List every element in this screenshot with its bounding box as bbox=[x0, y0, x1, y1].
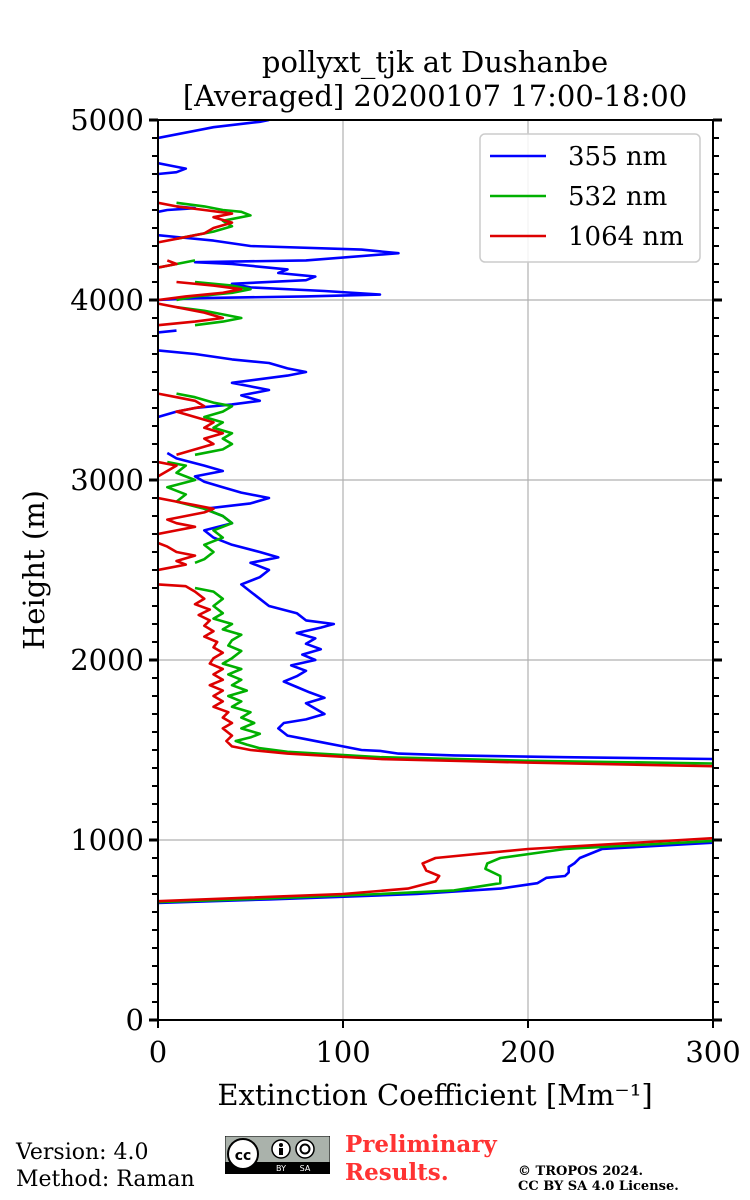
y-tick-label: 0 bbox=[126, 1003, 144, 1037]
preliminary-line-2: Results. bbox=[345, 1159, 449, 1186]
y-tick-label: 2000 bbox=[70, 643, 144, 677]
axes: 0 1000 2000 3000 4000 5000 0 100 200 300 bbox=[70, 103, 740, 1069]
series-layer bbox=[158, 120, 713, 905]
version-text: Version: 4.0 bbox=[16, 1140, 149, 1165]
legend-label: 1064 nm bbox=[568, 222, 684, 252]
copyright-text: © TROPOS 2024. CC BY SA 4.0 License. bbox=[518, 1164, 679, 1194]
sa-icon bbox=[295, 1139, 315, 1159]
y-tick-label: 1000 bbox=[70, 823, 144, 857]
preliminary-results-text: Preliminary Results. bbox=[345, 1131, 497, 1187]
series-line-532-nm bbox=[158, 201, 713, 904]
copyright-line-1: © TROPOS 2024. bbox=[518, 1164, 644, 1179]
x-tick-label: 100 bbox=[315, 1035, 370, 1069]
cc-icon bbox=[227, 1138, 259, 1170]
y-tick-label: 3000 bbox=[70, 463, 144, 497]
x-tick-label: 0 bbox=[149, 1035, 167, 1069]
series-line-1064-nm bbox=[158, 201, 713, 903]
method-text: Method: Raman bbox=[16, 1167, 195, 1192]
legend-box bbox=[479, 133, 701, 263]
x-axis-label: Extinction Coefficient [Mm⁻¹] bbox=[217, 1078, 652, 1112]
legend-label: 355 nm bbox=[568, 142, 667, 172]
cc-by-label: BY bbox=[276, 1164, 286, 1173]
legend-label: 532 nm bbox=[568, 182, 667, 212]
chart: pollyxt_tjk at Dushanbe [Averaged] 20200… bbox=[17, 45, 741, 1112]
y-tick-label: 4000 bbox=[70, 283, 144, 317]
preliminary-line-1: Preliminary bbox=[345, 1131, 497, 1158]
cc-by-sa-badge: cc BY SA bbox=[225, 1136, 330, 1174]
series-line-355-nm bbox=[158, 120, 713, 905]
copyright-line-2: CC BY SA 4.0 License. bbox=[518, 1179, 679, 1194]
chart-title: pollyxt_tjk at Dushanbe bbox=[262, 45, 608, 80]
cc-sa-label: SA bbox=[300, 1164, 311, 1173]
x-tick-label: 200 bbox=[500, 1035, 555, 1069]
x-tick-label: 300 bbox=[685, 1035, 740, 1069]
footer-info: Version: 4.0 Method: Raman bbox=[16, 1139, 195, 1193]
chart-subtitle: [Averaged] 20200107 17:00-18:00 bbox=[183, 79, 687, 113]
y-axis-label: Height (m) bbox=[17, 490, 51, 650]
legend: 355 nm 532 nm 1064 nm bbox=[479, 133, 701, 263]
y-tick-label: 5000 bbox=[70, 103, 144, 137]
cc-icon-text: cc bbox=[235, 1148, 252, 1164]
